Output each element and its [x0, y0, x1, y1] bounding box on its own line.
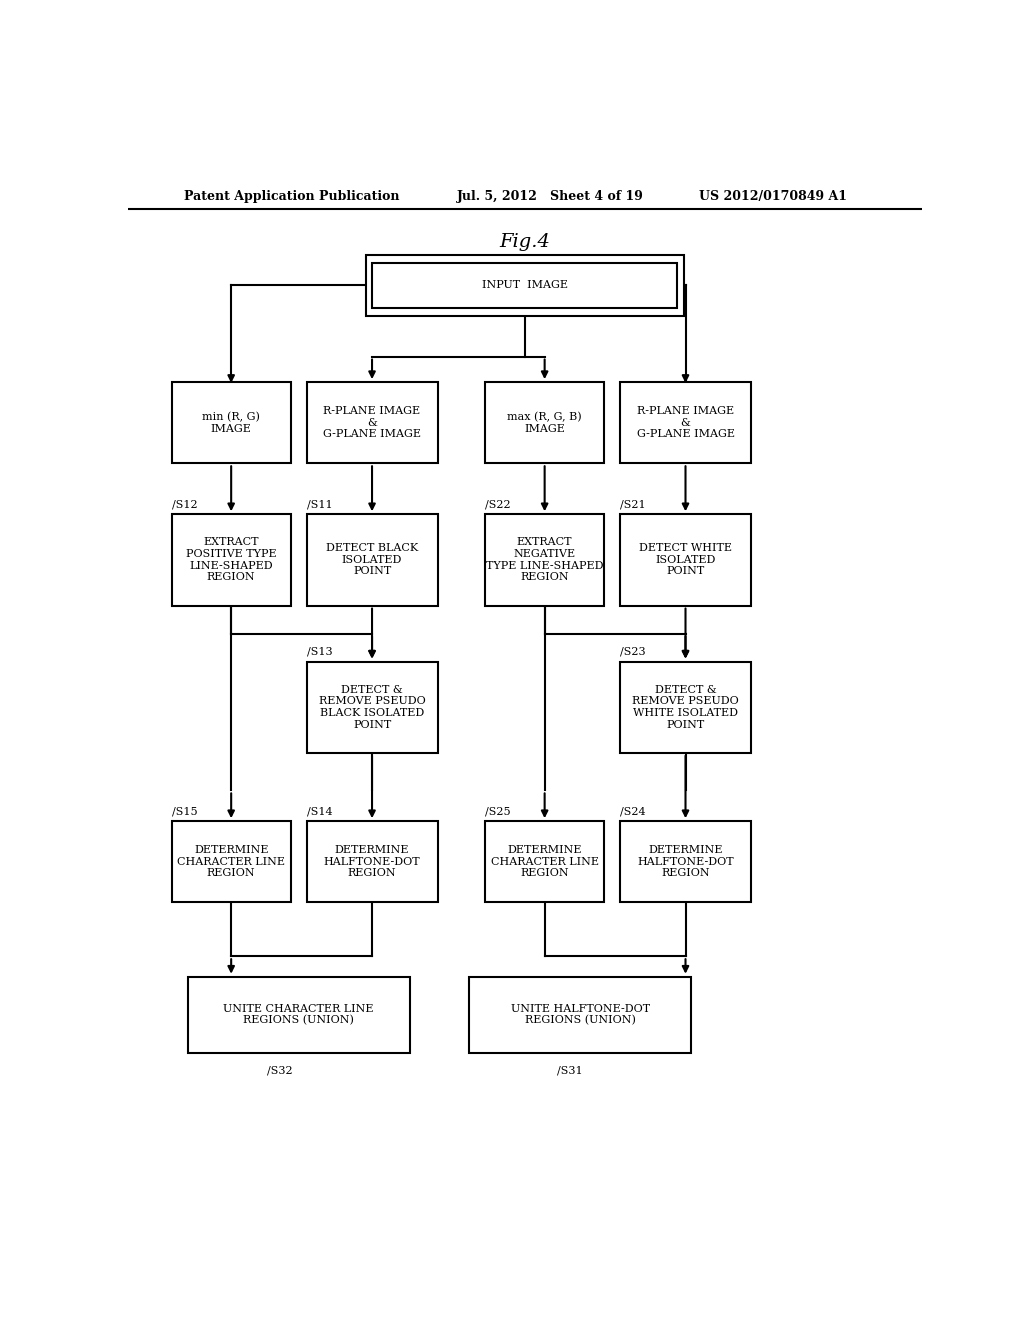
Text: DETECT WHITE
ISOLATED
POINT: DETECT WHITE ISOLATED POINT: [639, 544, 732, 577]
Text: DETECT &
REMOVE PSEUDO
WHITE ISOLATED
POINT: DETECT & REMOVE PSEUDO WHITE ISOLATED PO…: [632, 685, 739, 730]
Text: Patent Application Publication: Patent Application Publication: [183, 190, 399, 202]
Bar: [172, 821, 291, 903]
Bar: [306, 821, 437, 903]
Text: DETERMINE
HALFTONE-DOT
REGION: DETERMINE HALFTONE-DOT REGION: [637, 845, 734, 878]
Text: /S13: /S13: [306, 647, 332, 656]
Bar: [172, 513, 291, 606]
Text: /S31: /S31: [557, 1065, 583, 1076]
Bar: [485, 821, 604, 903]
Bar: [485, 381, 604, 463]
Text: DETERMINE
HALFTONE-DOT
REGION: DETERMINE HALFTONE-DOT REGION: [324, 845, 420, 878]
Text: R-PLANE IMAGE
&
G-PLANE IMAGE: R-PLANE IMAGE & G-PLANE IMAGE: [637, 407, 734, 440]
Bar: [306, 661, 437, 752]
Bar: [172, 381, 291, 463]
Text: EXTRACT
NEGATIVE
TYPE LINE-SHAPED
REGION: EXTRACT NEGATIVE TYPE LINE-SHAPED REGION: [486, 537, 603, 582]
Bar: [620, 661, 751, 752]
Text: UNITE CHARACTER LINE
REGIONS (UNION): UNITE CHARACTER LINE REGIONS (UNION): [223, 1003, 374, 1026]
Text: US 2012/0170849 A1: US 2012/0170849 A1: [699, 190, 848, 202]
Text: /S22: /S22: [485, 499, 511, 510]
Text: /S12: /S12: [172, 499, 198, 510]
Bar: [620, 513, 751, 606]
Text: /S11: /S11: [306, 499, 332, 510]
Bar: [620, 821, 751, 903]
Text: /S21: /S21: [620, 499, 646, 510]
Text: /S32: /S32: [267, 1065, 293, 1076]
Text: DETERMINE
CHARACTER LINE
REGION: DETERMINE CHARACTER LINE REGION: [177, 845, 285, 878]
Bar: [373, 263, 677, 308]
Bar: [469, 977, 691, 1053]
Text: /S25: /S25: [485, 807, 511, 816]
Text: DETERMINE
CHARACTER LINE
REGION: DETERMINE CHARACTER LINE REGION: [490, 845, 599, 878]
Text: max (R, G, B)
IMAGE: max (R, G, B) IMAGE: [507, 412, 582, 434]
Bar: [620, 381, 751, 463]
Bar: [367, 255, 684, 315]
Text: Fig.4: Fig.4: [500, 232, 550, 251]
Text: DETECT BLACK
ISOLATED
POINT: DETECT BLACK ISOLATED POINT: [326, 544, 418, 577]
Text: EXTRACT
POSITIVE TYPE
LINE-SHAPED
REGION: EXTRACT POSITIVE TYPE LINE-SHAPED REGION: [185, 537, 276, 582]
Text: /S23: /S23: [620, 647, 646, 656]
Text: UNITE HALFTONE-DOT
REGIONS (UNION): UNITE HALFTONE-DOT REGIONS (UNION): [511, 1003, 650, 1026]
Text: R-PLANE IMAGE
&
G-PLANE IMAGE: R-PLANE IMAGE & G-PLANE IMAGE: [323, 407, 421, 440]
Text: Jul. 5, 2012   Sheet 4 of 19: Jul. 5, 2012 Sheet 4 of 19: [458, 190, 644, 202]
Text: DETECT &
REMOVE PSEUDO
BLACK ISOLATED
POINT: DETECT & REMOVE PSEUDO BLACK ISOLATED PO…: [318, 685, 425, 730]
Text: INPUT  IMAGE: INPUT IMAGE: [482, 280, 567, 290]
Bar: [306, 381, 437, 463]
Text: /S24: /S24: [620, 807, 646, 816]
Bar: [485, 513, 604, 606]
Bar: [187, 977, 410, 1053]
Text: /S14: /S14: [306, 807, 332, 816]
Bar: [306, 513, 437, 606]
Text: /S15: /S15: [172, 807, 198, 816]
Text: min (R, G)
IMAGE: min (R, G) IMAGE: [202, 412, 260, 434]
